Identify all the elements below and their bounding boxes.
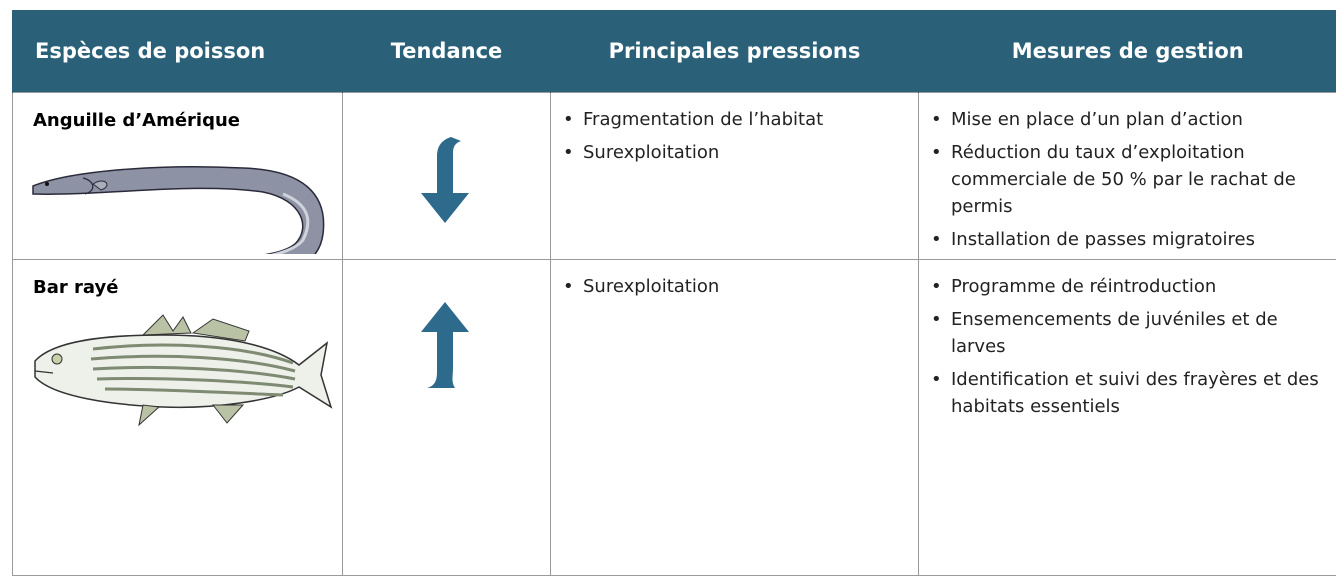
trend-down-arrow <box>343 93 551 251</box>
pressures-list: Fragmentation de l’habitat Surexploitati… <box>551 106 918 166</box>
header-cell: Tendance <box>343 10 551 93</box>
measures-cell: Programme de réintroduction Ensemencemen… <box>919 260 1336 576</box>
pressure-item: Fragmentation de l’habitat <box>583 106 908 133</box>
trend-up-arrow <box>343 260 551 460</box>
header-row: Espèces de poisson Tendance Principales … <box>13 10 1336 93</box>
trend-cell <box>343 260 551 576</box>
trend-cell <box>343 93 551 260</box>
bass-illustration <box>13 301 343 431</box>
measure-item: Identification et suivi des frayères et … <box>951 366 1326 420</box>
row: Bar rayé <box>13 260 1336 576</box>
eel-illustration <box>13 134 343 254</box>
pressures-list: Surexploitation <box>551 273 918 300</box>
pressures-cell: Fragmentation de l’habitat Surexploitati… <box>551 93 919 260</box>
pressure-item: Surexploitation <box>583 273 908 300</box>
measures-cell: Mise en place d’un plan d’action Réducti… <box>919 93 1336 260</box>
measure-item: Mise en place d’un plan d’action <box>951 106 1326 133</box>
species-cell: Anguille d’Amérique <box>13 93 343 260</box>
pressure-item: Surexploitation <box>583 139 908 166</box>
species-name: Bar rayé <box>33 274 342 301</box>
measures-list: Mise en place d’un plan d’action Réducti… <box>919 106 1336 253</box>
header-cell: Mesures de gestion <box>919 10 1336 93</box>
measure-item: Installation de passes migratoires <box>951 226 1326 253</box>
header-cell: Principales pressions <box>551 10 919 93</box>
measure-item: Programme de réintroduction <box>951 273 1326 300</box>
species-cell: Bar rayé <box>13 260 343 576</box>
species-name: Anguille d’Amérique <box>33 107 342 134</box>
table-wrap: Espèces de poisson Tendance Principales … <box>12 10 1336 576</box>
pressures-cell: Surexploitation <box>551 260 919 576</box>
measure-item: Ensemencements de juvéniles et de larves <box>951 306 1326 360</box>
measure-item: Réduction du taux d’exploitation commerc… <box>951 139 1326 220</box>
header-cell: Espèces de poisson <box>13 10 343 93</box>
row: Anguille d’Amérique Fragmentation de l’h… <box>13 93 1336 260</box>
table: Espèces de poisson Tendance Principales … <box>12 10 1336 576</box>
measures-list: Programme de réintroduction Ensemencemen… <box>919 273 1336 420</box>
